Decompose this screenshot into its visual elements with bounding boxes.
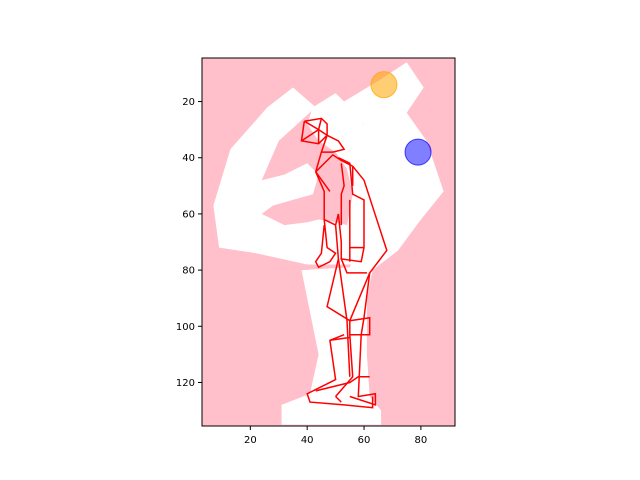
- y-tick-label: 100: [176, 322, 195, 333]
- x-tick-label: 40: [301, 435, 314, 446]
- y-tick-label: 120: [176, 378, 195, 389]
- y-tick-label: 80: [182, 266, 195, 277]
- y-tick-label: 40: [182, 153, 195, 164]
- y-tick-label: 20: [182, 97, 195, 108]
- marker-point-1: [371, 72, 397, 98]
- y-tick-label: 60: [182, 209, 195, 220]
- x-tick-label: 80: [415, 435, 428, 446]
- x-tick-label: 20: [244, 435, 257, 446]
- plot-area: [202, 58, 455, 426]
- x-tick-label: 60: [358, 435, 371, 446]
- marker-point-2: [405, 139, 431, 165]
